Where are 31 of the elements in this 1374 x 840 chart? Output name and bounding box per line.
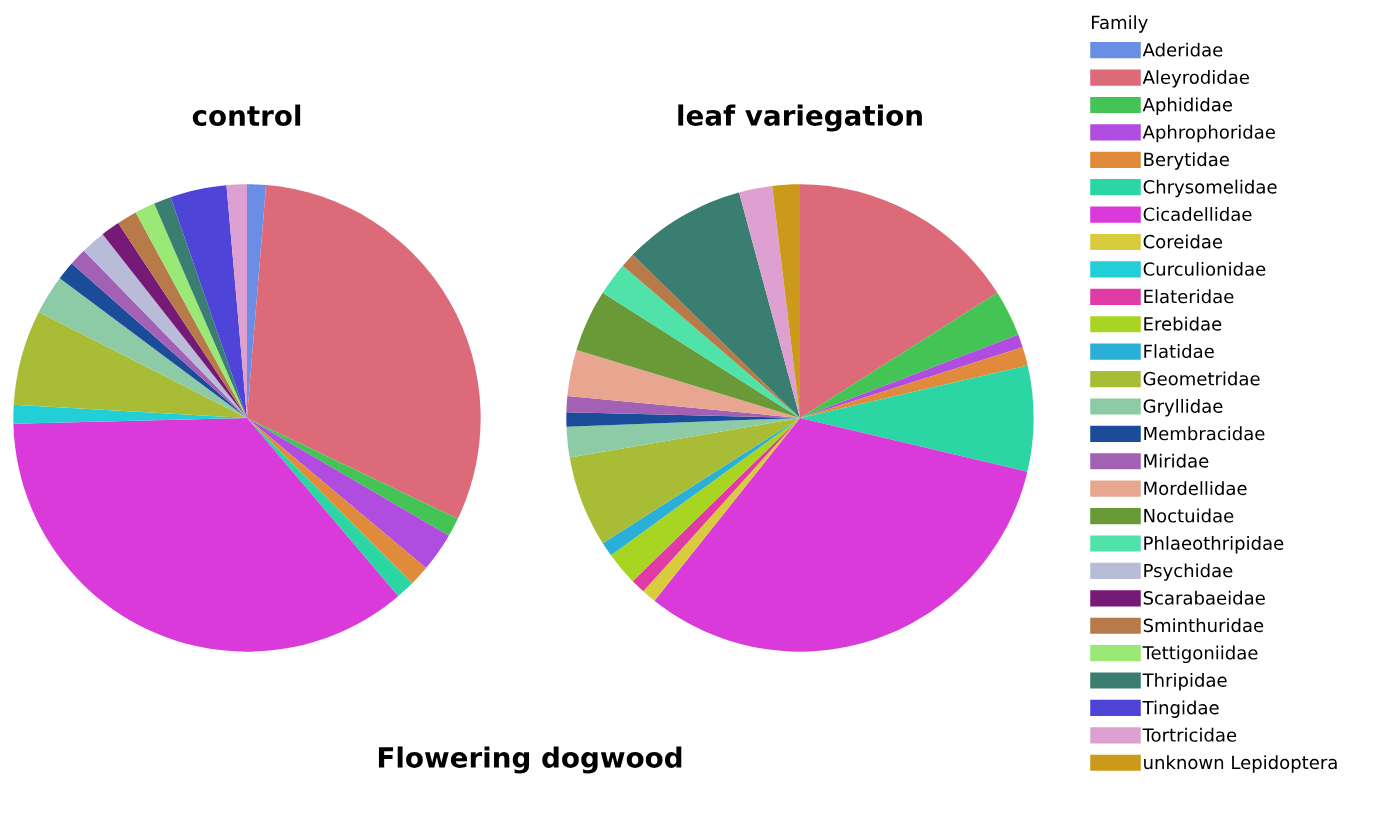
legend-label: Berytidae [1144,152,1229,170]
legend-label: Chrysomelidae [1143,179,1277,198]
legend-label: Aphididae [1142,97,1233,115]
legend-label: Sminthuridae [1143,618,1264,633]
legend-label: unknown Lepidoptera [1144,755,1337,773]
legend-label: Coreidae [1143,234,1223,249]
legend-label: Psychidae [1144,563,1233,581]
legend-label: Elateridae [1144,289,1234,304]
legend-title: Family [1091,15,1148,33]
legend-label: Scarabaeidae [1143,590,1265,605]
legend-label: Phlaeothripidae [1144,535,1284,554]
legend-label: Mordellidae [1144,481,1247,496]
legend-label: Flatidae [1144,344,1214,359]
slice-label: control [192,104,301,127]
legend-label: Tettigoniidae [1142,645,1258,664]
legend-label: Aphrophoridae [1142,124,1275,143]
legend-label: Aderidae [1142,42,1223,57]
legend-label: Cicadellidae [1143,207,1252,222]
legend-label: Thripidae [1142,673,1227,691]
legend-label: Geometridae [1143,371,1260,386]
legend-label: Noctuidae [1144,508,1234,523]
legend-label: Membracidae [1144,426,1265,441]
legend-label: Tortricidae [1142,727,1237,742]
legend-label: Erebidae [1144,316,1222,331]
legend-label: Aleyrodidae [1142,70,1249,88]
legend-label: Miridae [1144,453,1209,468]
legend-label: Curculionidae [1143,261,1266,276]
text: Flowering dogwood [378,746,682,774]
legend-label: Gryllidae [1143,398,1223,417]
legend-label: Tingidae [1142,700,1219,718]
slice-label: leaf variegation [678,104,922,132]
